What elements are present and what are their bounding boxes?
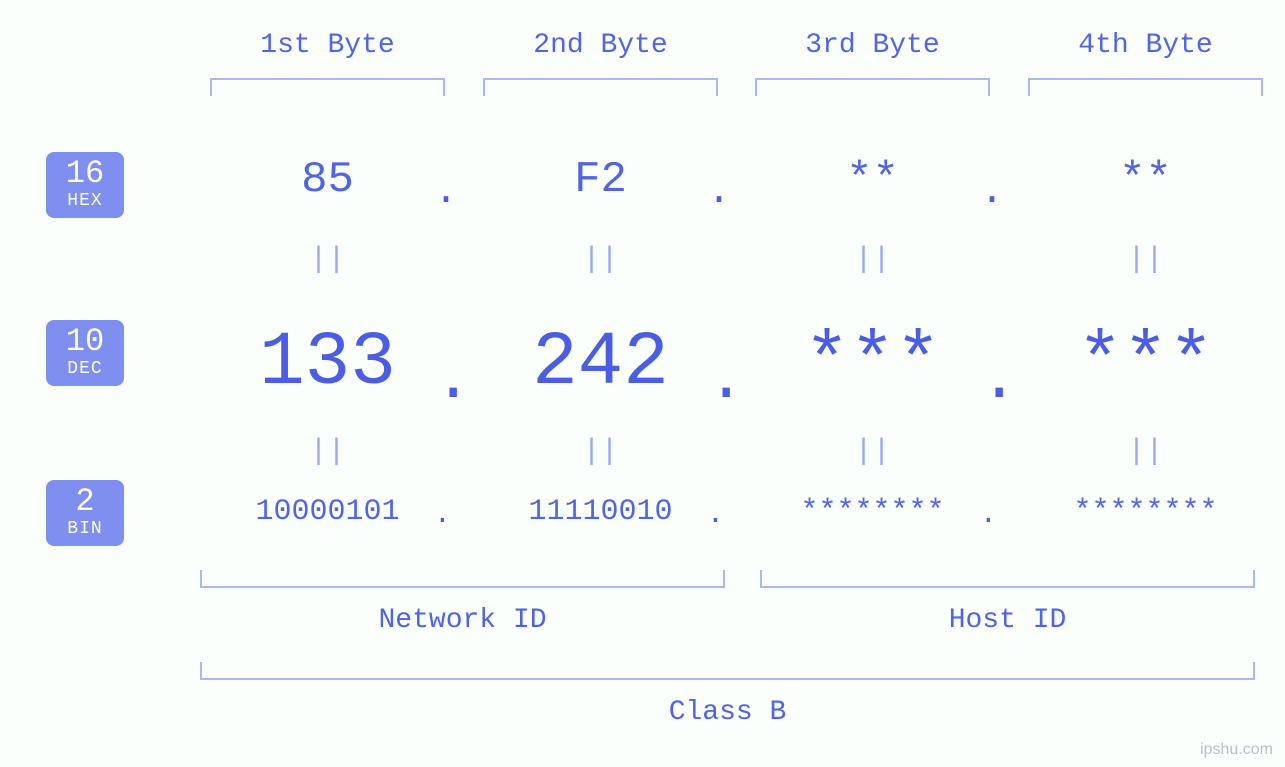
hex-value: ** <box>745 155 1000 205</box>
network-bracket <box>200 570 725 588</box>
hex-value: 85 <box>200 155 455 205</box>
dot-separator: . <box>434 170 458 215</box>
dec-value: *** <box>1018 320 1273 406</box>
class-bracket <box>200 662 1255 680</box>
byte-header: 1st Byte <box>200 30 455 61</box>
dot-separator: . <box>707 500 724 531</box>
class-label: Class B <box>200 697 1255 728</box>
radix-badge-bin: 2 BIN <box>46 480 124 546</box>
equals-icon: || <box>473 243 728 277</box>
byte-header: 3rd Byte <box>745 30 1000 61</box>
equals-icon: || <box>1018 435 1273 469</box>
equals-icon: || <box>745 243 1000 277</box>
bin-value: ******** <box>1018 495 1273 529</box>
host-bracket <box>760 570 1255 588</box>
radix-base: 2 <box>46 486 124 518</box>
bin-value: ******** <box>745 495 1000 529</box>
host-label: Host ID <box>760 605 1255 636</box>
byte-header: 2nd Byte <box>473 30 728 61</box>
bin-value: 11110010 <box>473 495 728 529</box>
dot-separator: . <box>980 170 1004 215</box>
radix-base: 10 <box>46 326 124 358</box>
ip-diagram: 16 HEX 10 DEC 2 BIN 1st Byte 85 || 133 |… <box>0 0 1285 767</box>
radix-label: BIN <box>46 520 124 538</box>
byte-column-3: 3rd Byte ** || *** || ******** <box>745 0 1000 767</box>
byte-column-2: 2nd Byte F2 || 242 || 11110010 <box>473 0 728 767</box>
bin-value: 10000101 <box>200 495 455 529</box>
radix-label: HEX <box>46 192 124 210</box>
dec-value: 242 <box>473 320 728 406</box>
byte-bracket-top <box>1028 78 1263 96</box>
byte-header: 4th Byte <box>1018 30 1273 61</box>
hex-value: ** <box>1018 155 1273 205</box>
hex-value: F2 <box>473 155 728 205</box>
byte-bracket-top <box>483 78 718 96</box>
byte-bracket-top <box>210 78 445 96</box>
radix-label: DEC <box>46 360 124 378</box>
dot-separator: . <box>707 345 745 417</box>
dec-value: *** <box>745 320 1000 406</box>
byte-column-1: 1st Byte 85 || 133 || 10000101 <box>200 0 455 767</box>
bytes-grid: 1st Byte 85 || 133 || 10000101 2nd Byte … <box>180 0 1255 767</box>
equals-icon: || <box>745 435 1000 469</box>
equals-icon: || <box>1018 243 1273 277</box>
radix-badge-dec: 10 DEC <box>46 320 124 386</box>
radix-base: 16 <box>46 158 124 190</box>
watermark: ipshu.com <box>1200 741 1273 759</box>
dec-value: 133 <box>200 320 455 406</box>
byte-bracket-top <box>755 78 990 96</box>
byte-column-4: 4th Byte ** || *** || ******** <box>1018 0 1273 767</box>
radix-badge-hex: 16 HEX <box>46 152 124 218</box>
network-label: Network ID <box>200 605 725 636</box>
equals-icon: || <box>473 435 728 469</box>
dot-separator: . <box>980 345 1018 417</box>
equals-icon: || <box>200 435 455 469</box>
dot-separator: . <box>980 500 997 531</box>
dot-separator: . <box>707 170 731 215</box>
equals-icon: || <box>200 243 455 277</box>
dot-separator: . <box>434 345 472 417</box>
dot-separator: . <box>434 500 451 531</box>
